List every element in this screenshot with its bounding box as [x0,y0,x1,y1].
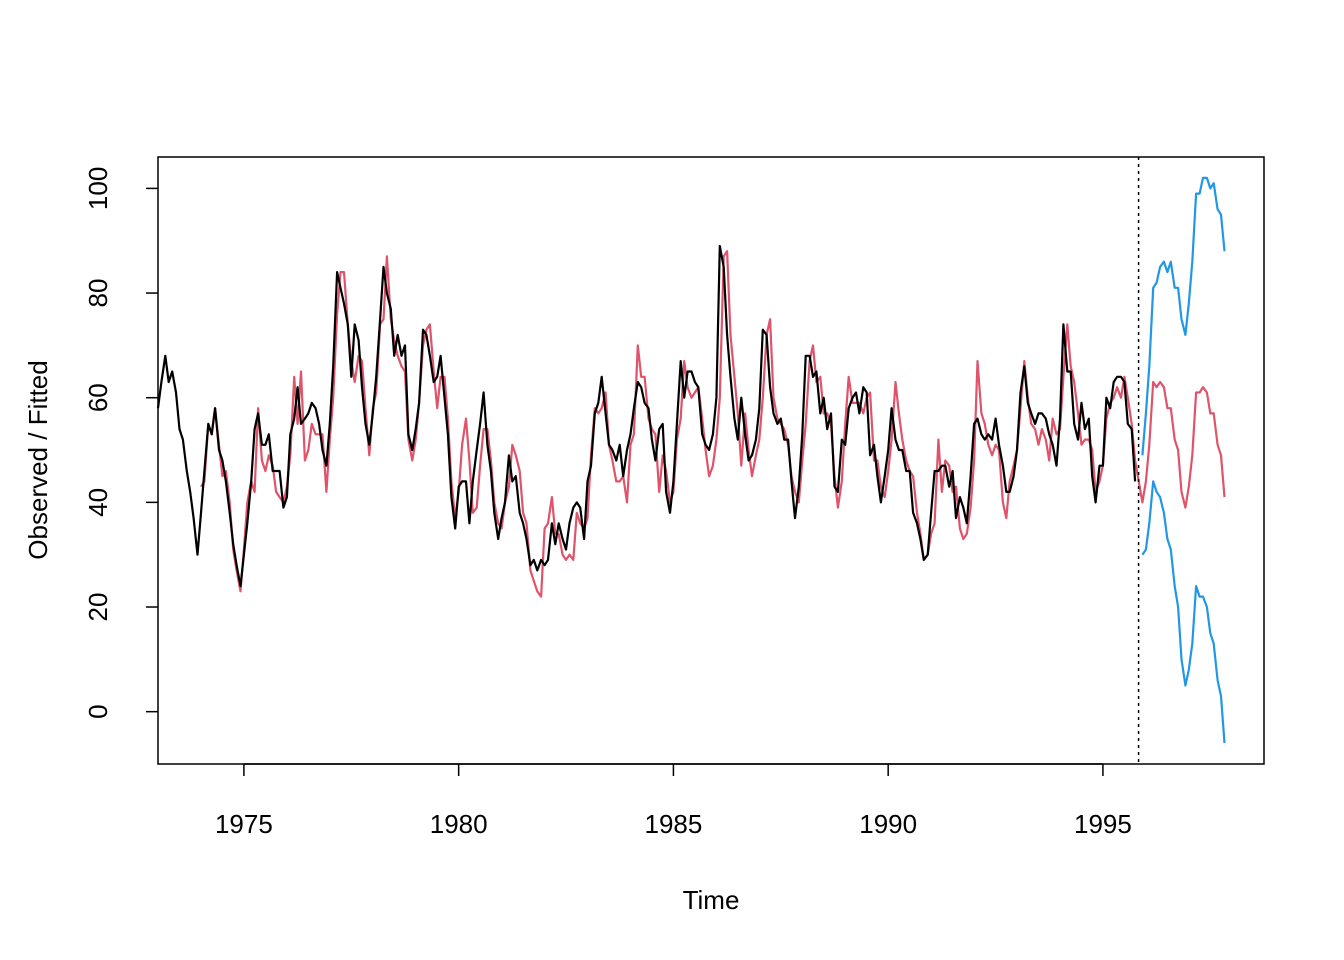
y-tick-label: 40 [83,488,113,517]
x-axis: 1975 1980 1985 1990 1995 [215,763,1132,839]
series-line-fitted-and-forecast [200,250,1226,598]
y-tick-label: 80 [83,279,113,308]
x-tick-label: 1975 [215,809,273,839]
x-tick-label: 1995 [1074,809,1132,839]
y-axis: 0 20 40 60 80 100 [83,167,158,719]
x-tick-label: 1990 [859,809,917,839]
x-tick-label: 1985 [644,809,702,839]
series-line-observed [156,244,1137,588]
series-line-upper-interval [1141,176,1226,456]
y-tick-label: 60 [83,383,113,412]
x-tick-label: 1980 [430,809,488,839]
y-tick-label: 20 [83,593,113,622]
series-layer [156,176,1226,744]
x-axis-label: Time [683,885,740,915]
series-line-lower-interval [1141,480,1226,744]
y-tick-label: 0 [83,704,113,718]
y-axis-label: Observed / Fitted [23,360,53,559]
y-tick-label: 100 [83,167,113,210]
